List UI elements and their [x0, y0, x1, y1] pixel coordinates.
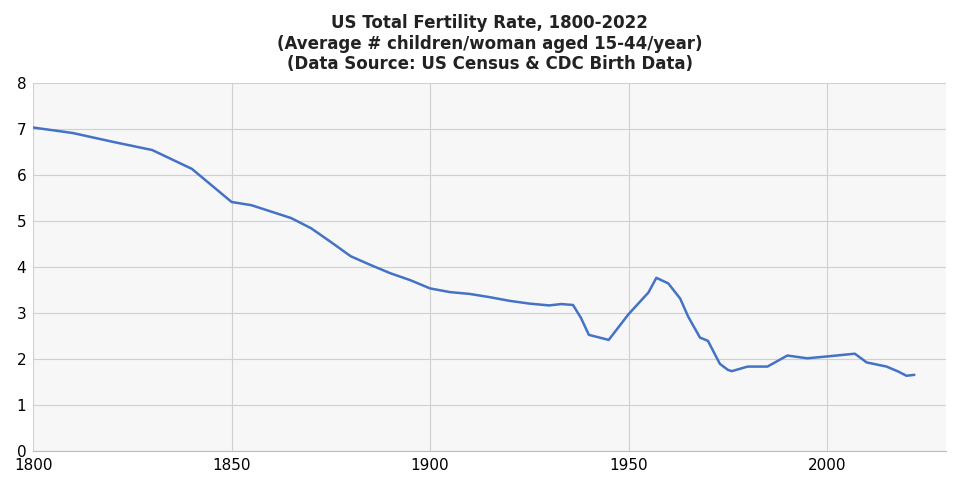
Title: US Total Fertility Rate, 1800-2022
(Average # children/woman aged 15-44/year)
(D: US Total Fertility Rate, 1800-2022 (Aver… — [276, 14, 703, 74]
